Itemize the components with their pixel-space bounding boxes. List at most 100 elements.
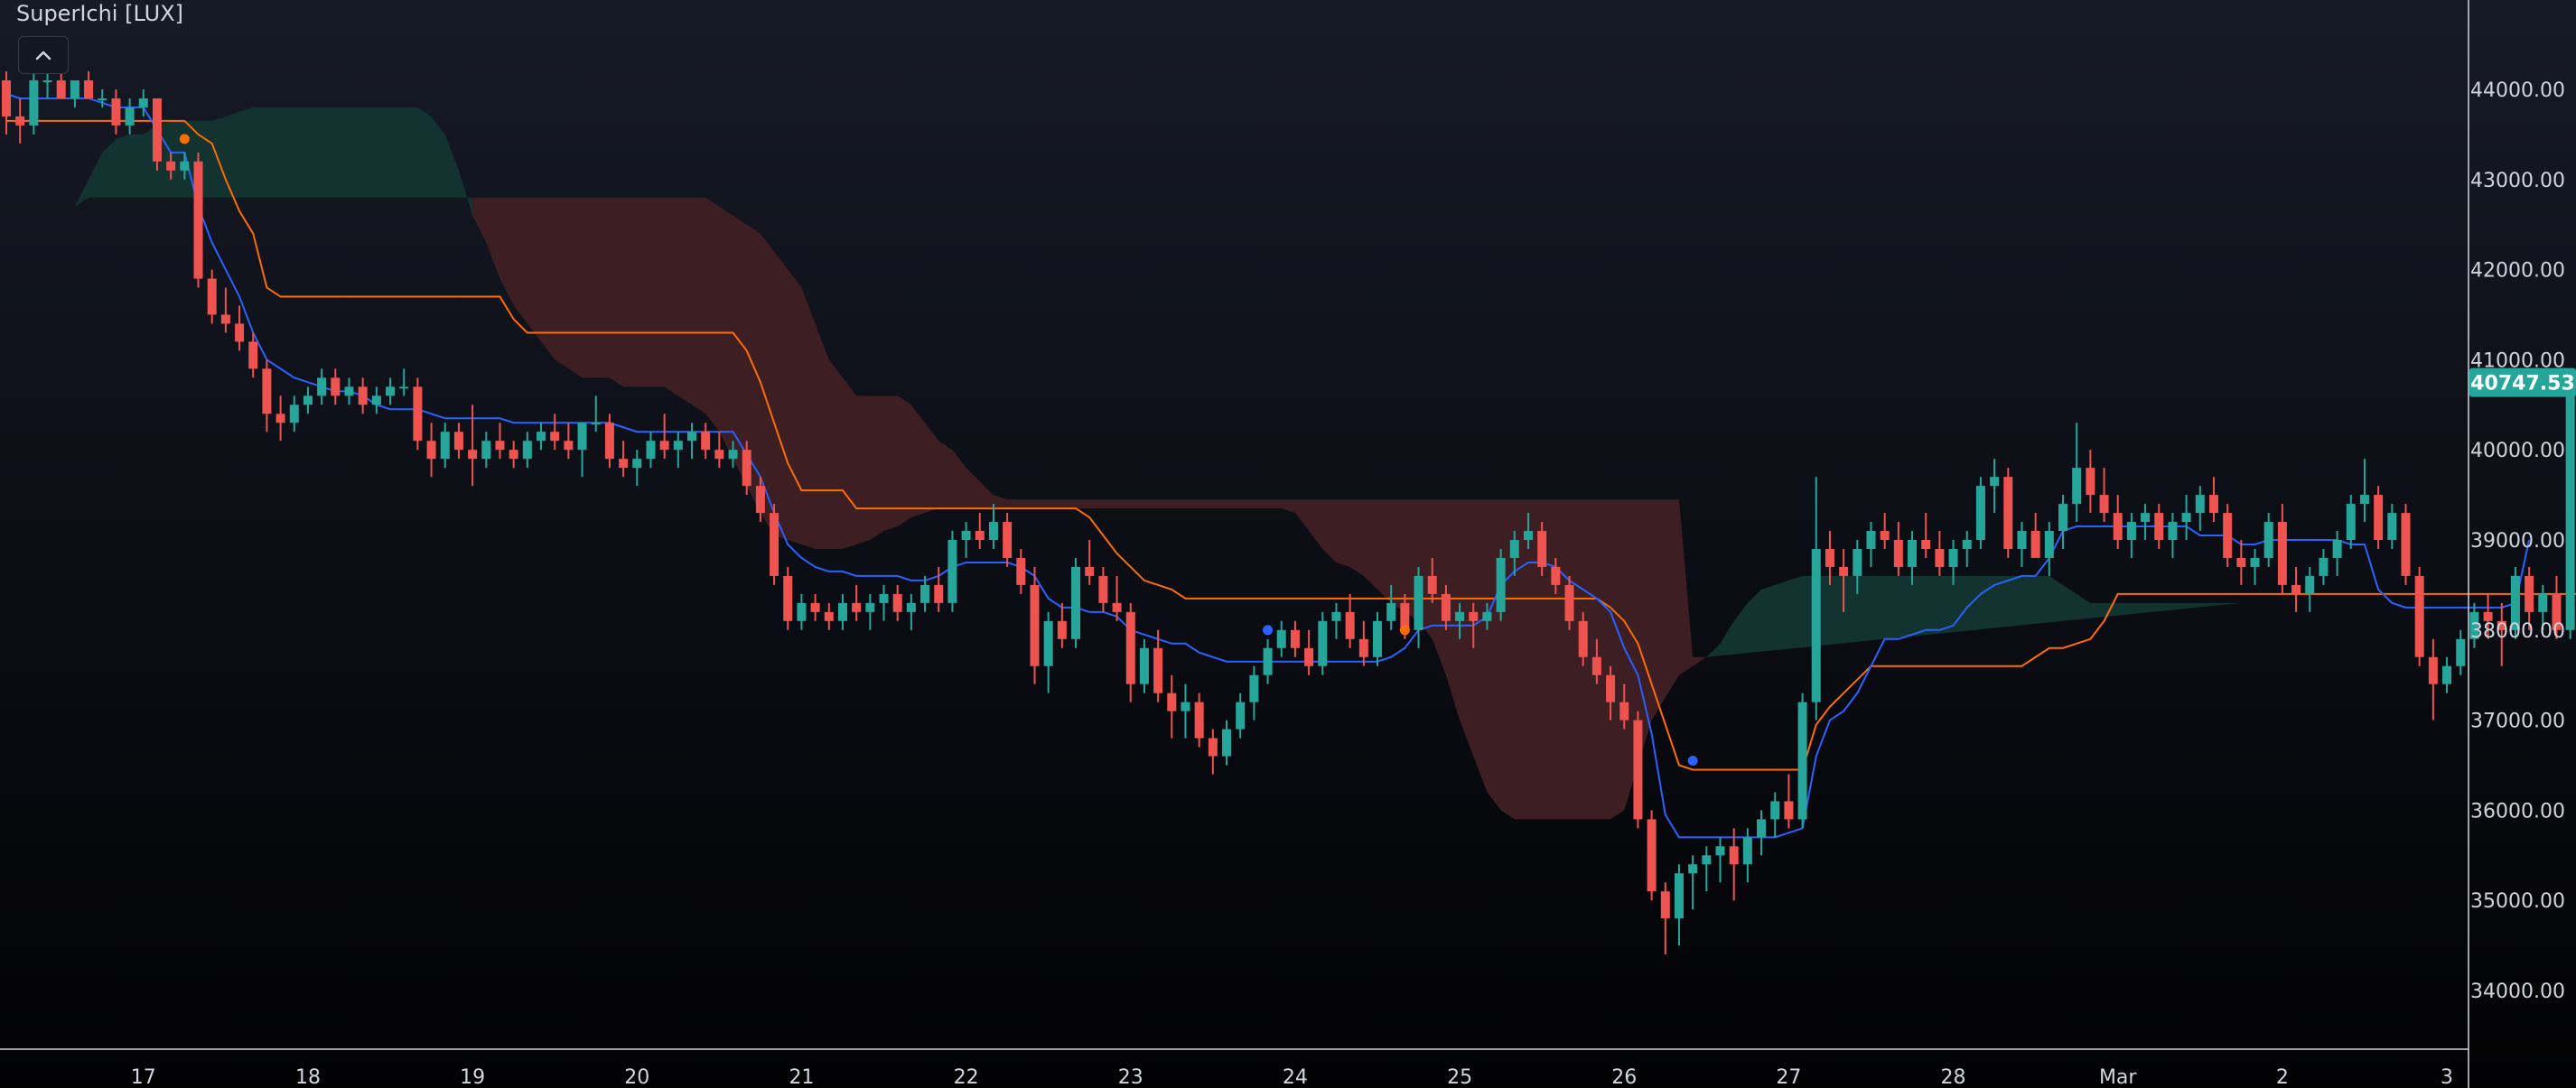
candle-body — [797, 602, 807, 621]
candle — [1537, 522, 1547, 576]
indicator-title[interactable]: SuperIchi [LUX] — [16, 1, 184, 26]
candle-body — [138, 98, 148, 107]
candle — [386, 377, 396, 405]
candle-body — [1208, 738, 1218, 757]
candle-body — [2141, 513, 2151, 523]
candle-body — [2, 80, 11, 116]
candle — [1112, 575, 1122, 621]
tenkan-line — [5, 93, 2531, 839]
candle — [837, 593, 847, 630]
time-tick-label: 17 — [131, 1066, 156, 1088]
candle — [1455, 602, 1465, 639]
candle-body — [220, 314, 230, 324]
candle — [1469, 602, 1479, 648]
candle-body — [1975, 486, 1985, 540]
cloud-bull-segment-2 — [1706, 575, 2242, 657]
candle-body — [1139, 647, 1149, 684]
candle-body — [262, 368, 272, 414]
candle — [2525, 566, 2534, 630]
price-tick-label: 35000.00 — [2470, 890, 2565, 913]
candle — [2141, 504, 2151, 540]
candle-body — [111, 98, 121, 126]
candle — [1591, 638, 1601, 684]
candle — [1633, 711, 1643, 829]
candle-body — [687, 432, 696, 442]
time-tick-label: 20 — [624, 1066, 649, 1088]
candle — [2319, 548, 2329, 585]
candle-body — [166, 161, 176, 171]
candle-body — [1057, 620, 1067, 639]
candle — [1674, 864, 1684, 946]
candle-body — [673, 441, 683, 451]
candle — [2030, 513, 2040, 558]
candle-body — [2456, 638, 2466, 666]
candle — [193, 152, 203, 288]
candle — [577, 423, 587, 478]
candle — [235, 305, 245, 351]
collapse-button[interactable] — [18, 36, 69, 74]
time-tick-label: 18 — [295, 1066, 321, 1088]
candle-body — [1811, 548, 1821, 702]
time-tick-label: 21 — [789, 1066, 814, 1088]
candle — [1975, 477, 1985, 549]
candle-body — [1990, 477, 2000, 487]
candle — [1085, 540, 1095, 585]
candle-body — [2565, 382, 2575, 630]
candle-body — [1249, 674, 1259, 702]
candle — [770, 504, 779, 585]
time-tick-label: 23 — [1118, 1066, 1143, 1088]
candle-body — [837, 602, 847, 621]
candle-body — [1167, 693, 1177, 711]
candle — [961, 522, 971, 558]
cloud-bull-segment-0 — [6, 107, 473, 216]
time-tick-label: 3 — [2441, 1066, 2453, 1088]
candle-body — [2510, 575, 2520, 630]
candle-body — [98, 98, 107, 100]
candle — [2510, 566, 2520, 639]
candle — [1688, 855, 1698, 910]
candle-body — [481, 441, 491, 460]
candle — [413, 377, 423, 451]
candle — [2565, 377, 2575, 639]
candle-body — [2305, 575, 2315, 594]
candle — [1839, 548, 1849, 612]
time-tick-label: 25 — [1447, 1066, 1472, 1088]
candle-body — [632, 459, 642, 469]
ichimoku-cloud — [6, 107, 2255, 820]
candle — [564, 423, 574, 460]
candle-body — [2291, 584, 2301, 594]
kijun-line — [6, 119, 2576, 771]
candle — [1427, 557, 1437, 603]
candle-body — [1400, 602, 1410, 630]
candle — [1729, 828, 1739, 901]
candle-body — [1496, 557, 1506, 612]
candle-body — [1770, 801, 1780, 820]
candle — [2003, 468, 2013, 558]
candle — [2072, 423, 2082, 523]
candle — [1331, 602, 1341, 639]
time-axis[interactable]: 17 18 19 20 21 22 23 24 25 26 27 28 Mar 2 3 — [0, 1048, 2469, 1088]
candle — [509, 441, 518, 469]
candle — [2181, 495, 2191, 540]
candle — [632, 450, 642, 487]
price-axis[interactable]: 44000.0043000.0042000.0041000.0040000.00… — [2468, 0, 2565, 1088]
candle — [865, 593, 875, 630]
candle-body — [2469, 611, 2479, 639]
candle — [358, 377, 368, 414]
candle-body — [2319, 557, 2329, 576]
candle — [2483, 593, 2493, 639]
candle — [1990, 459, 2000, 514]
candle — [1373, 611, 1382, 666]
price-tick-label: 39000.00 — [2470, 530, 2565, 553]
candle — [1797, 693, 1807, 829]
candle — [98, 89, 107, 107]
signal-dot — [179, 134, 190, 144]
candle — [1386, 584, 1396, 630]
candle — [2305, 566, 2315, 612]
candle — [15, 98, 25, 144]
candle — [604, 414, 614, 469]
candle-body — [2263, 522, 2273, 558]
candle-body — [1893, 540, 1903, 567]
candle — [84, 71, 94, 98]
